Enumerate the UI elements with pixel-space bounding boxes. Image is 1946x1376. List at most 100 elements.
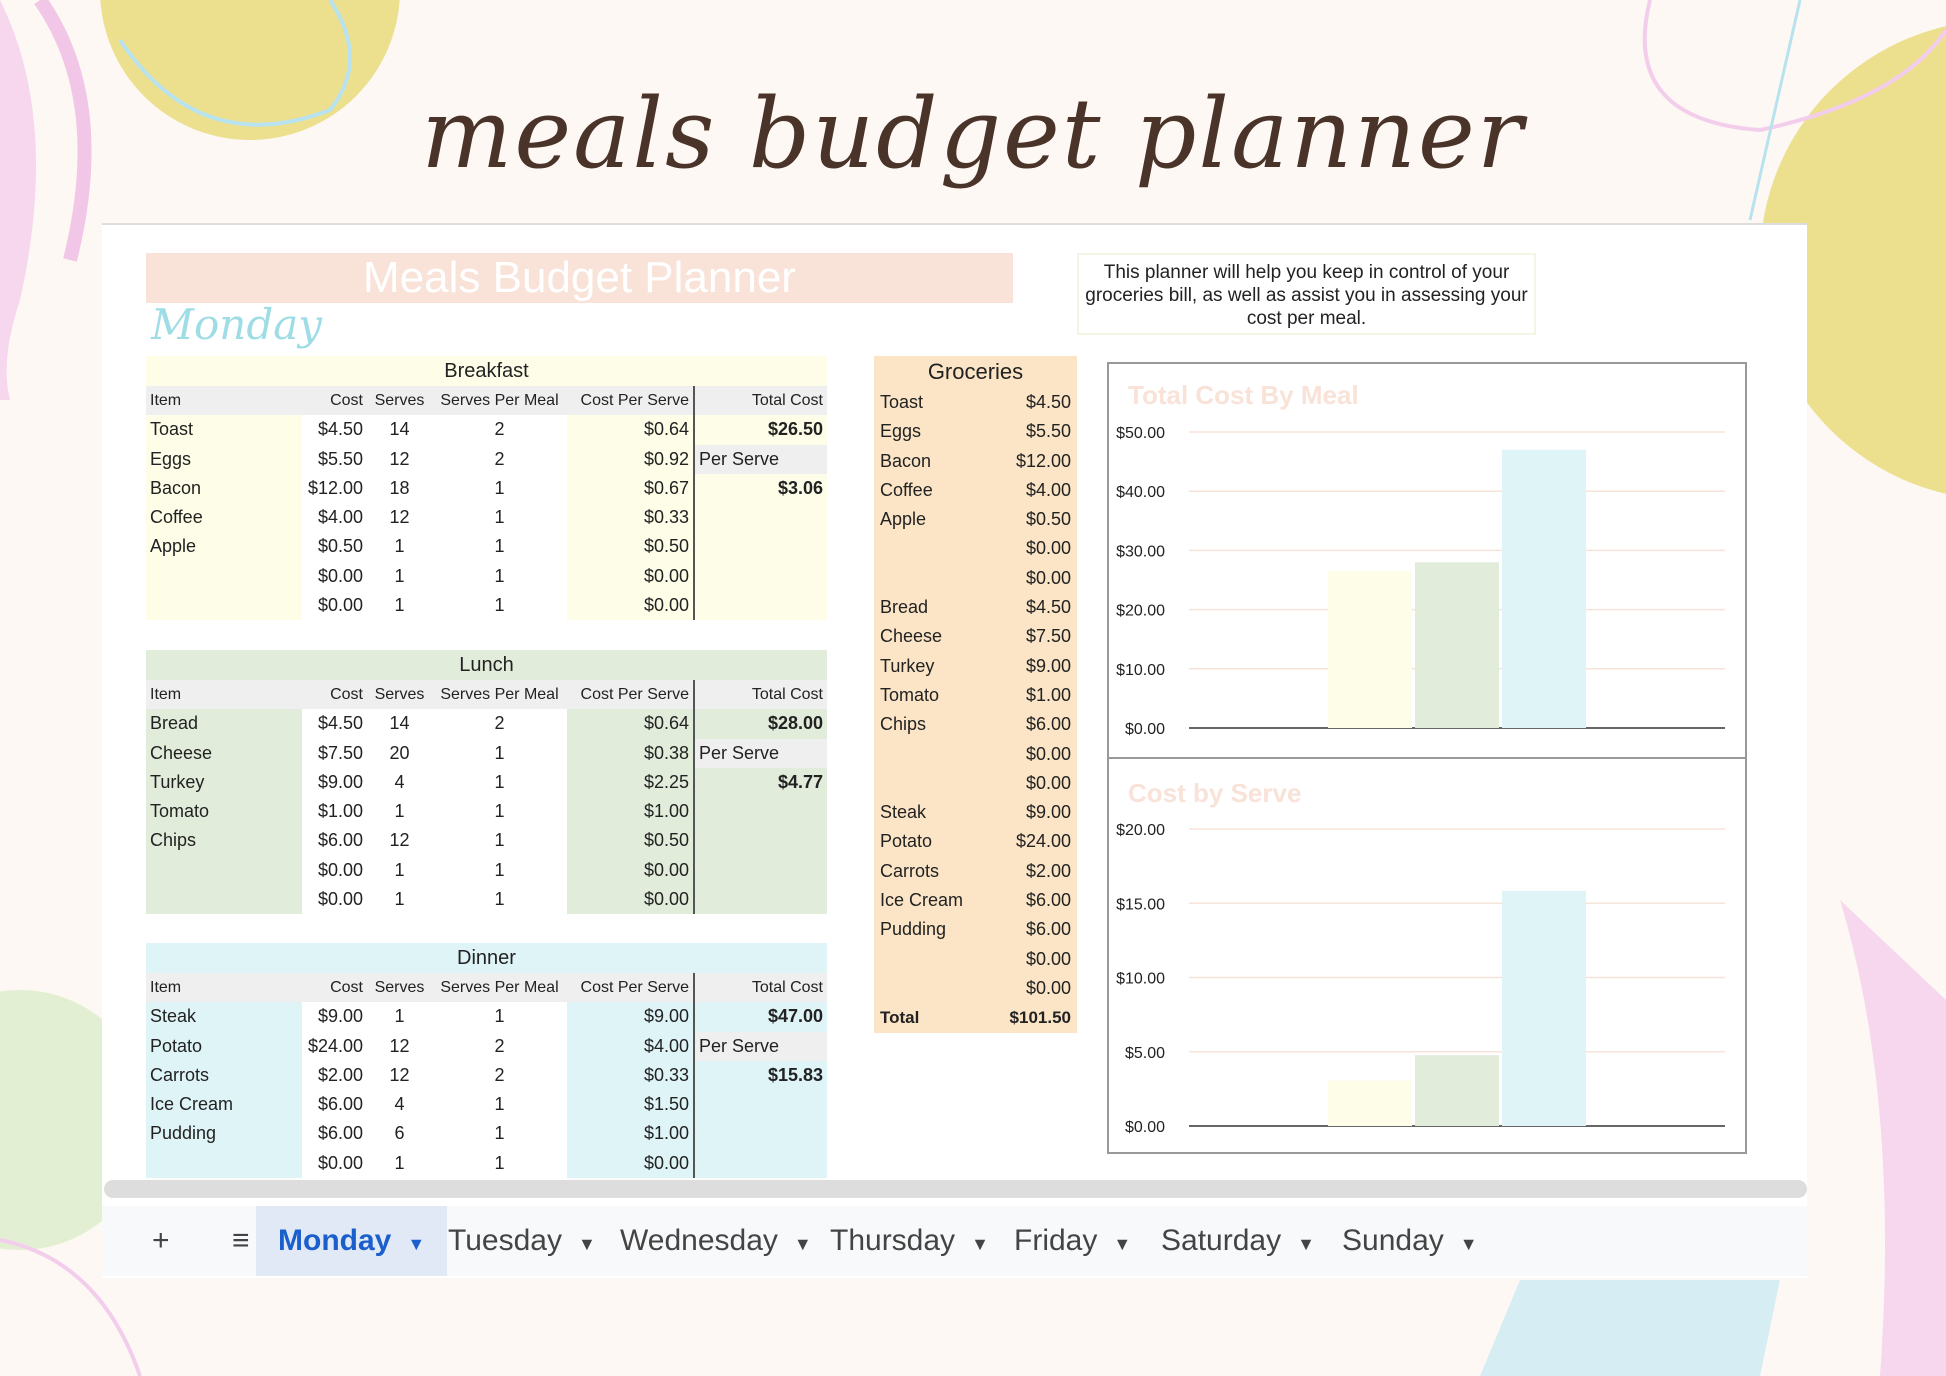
cell[interactable]: $1.00 — [567, 1119, 695, 1149]
total-cell[interactable] — [695, 503, 827, 533]
cell[interactable]: $0.50 — [317, 536, 363, 557]
cell[interactable]: $12.00 — [307, 477, 363, 498]
cell[interactable]: 1 — [394, 889, 405, 910]
grocery-item[interactable]: Ice Cream — [880, 890, 964, 911]
tab-tuesday[interactable]: Tuesday ▼ — [426, 1206, 618, 1276]
total-cell[interactable] — [695, 797, 827, 827]
grocery-cost[interactable]: $0.00 — [1025, 772, 1071, 793]
cell[interactable]: $5.50 — [317, 448, 363, 469]
dropdown-arrow-icon[interactable]: ▼ — [407, 1234, 426, 1254]
grocery-item[interactable]: Bacon — [880, 450, 932, 471]
dropdown-arrow-icon[interactable]: ▼ — [577, 1234, 596, 1254]
cell[interactable]: $0.00 — [567, 591, 695, 621]
cell[interactable]: Cheese — [146, 738, 302, 768]
cell[interactable]: Tomato — [146, 797, 302, 827]
cell[interactable]: $24.00 — [307, 1035, 363, 1056]
cell[interactable]: 1 — [394, 565, 405, 586]
total-cell[interactable] — [695, 561, 827, 592]
cell[interactable]: $0.00 — [317, 859, 363, 880]
cell[interactable]: $0.38 — [567, 738, 695, 768]
grocery-cost[interactable]: $7.50 — [1025, 626, 1071, 647]
cell[interactable]: 1 — [494, 507, 505, 528]
total-cell[interactable] — [695, 1119, 827, 1149]
cell[interactable]: $0.50 — [567, 532, 695, 562]
cell[interactable]: $0.00 — [567, 855, 695, 886]
tab-wednesday[interactable]: Wednesday ▼ — [598, 1206, 834, 1276]
cell[interactable]: $1.00 — [567, 797, 695, 827]
cell[interactable]: 1 — [394, 595, 405, 616]
grocery-cost[interactable]: $0.00 — [1025, 743, 1071, 764]
total-cell[interactable] — [695, 826, 827, 856]
cell[interactable]: 2 — [494, 713, 505, 734]
cell[interactable]: 2 — [494, 1035, 505, 1056]
cell[interactable]: 1 — [494, 801, 505, 822]
cell[interactable]: Apple — [146, 532, 302, 562]
cell[interactable]: 12 — [389, 1035, 410, 1056]
cell[interactable]: $0.00 — [317, 1152, 363, 1173]
cell[interactable]: Chips — [146, 826, 302, 856]
cell[interactable]: 12 — [389, 448, 410, 469]
cell[interactable]: Steak — [146, 1002, 302, 1032]
grocery-cost[interactable]: $6.00 — [1025, 890, 1071, 911]
grocery-item[interactable]: Eggs — [880, 421, 922, 442]
cell[interactable]: 6 — [394, 1123, 405, 1144]
grocery-item[interactable]: Steak — [880, 802, 927, 823]
dropdown-arrow-icon[interactable]: ▼ — [1113, 1234, 1132, 1254]
cell[interactable]: $6.00 — [317, 1094, 363, 1115]
cell[interactable]: Potato — [146, 1031, 302, 1061]
total-cost-value[interactable]: $26.50 — [695, 415, 827, 445]
total-cost-value[interactable]: $28.00 — [695, 709, 827, 739]
cell[interactable]: 12 — [389, 1064, 410, 1085]
cell[interactable] — [146, 1148, 302, 1179]
cell[interactable]: 1 — [494, 771, 505, 792]
grocery-item[interactable]: Chips — [880, 714, 927, 735]
grocery-cost[interactable]: $0.00 — [1025, 948, 1071, 969]
cell[interactable]: Pudding — [146, 1119, 302, 1149]
cell[interactable]: Bread — [146, 709, 302, 739]
add-sheet-button[interactable]: + — [152, 1224, 170, 1257]
cell[interactable]: 2 — [494, 448, 505, 469]
cell[interactable]: $2.00 — [317, 1064, 363, 1085]
total-cell[interactable] — [695, 1148, 827, 1179]
cell[interactable]: $0.00 — [567, 1148, 695, 1179]
cell[interactable]: $1.50 — [567, 1090, 695, 1120]
cell[interactable]: 1 — [494, 889, 505, 910]
grocery-item[interactable]: Toast — [880, 392, 924, 412]
cell[interactable]: 1 — [494, 859, 505, 880]
horizontal-scrollbar[interactable] — [104, 1180, 1807, 1198]
grocery-cost[interactable]: $2.00 — [1025, 860, 1071, 881]
grocery-cost[interactable]: $5.50 — [1025, 421, 1071, 442]
cell[interactable]: $0.00 — [317, 565, 363, 586]
cell[interactable]: $4.50 — [317, 713, 363, 734]
cell[interactable]: 1 — [494, 830, 505, 851]
total-cell[interactable] — [695, 855, 827, 886]
grocery-cost[interactable]: $0.50 — [1025, 509, 1071, 530]
grocery-item[interactable]: Tomato — [880, 684, 940, 705]
cell[interactable]: 1 — [394, 1006, 405, 1027]
grocery-cost[interactable]: $0.00 — [1025, 567, 1071, 588]
cell[interactable]: $0.33 — [567, 1060, 695, 1091]
cell[interactable]: $2.25 — [567, 767, 695, 798]
grocery-cost[interactable]: $1.00 — [1025, 684, 1071, 705]
tab-monday[interactable]: Monday ▼ — [256, 1206, 448, 1276]
cell[interactable]: $0.00 — [317, 889, 363, 910]
cell[interactable]: $0.92 — [567, 444, 695, 474]
cell[interactable]: 20 — [389, 742, 410, 763]
cell[interactable]: Toast — [146, 415, 302, 445]
grocery-cost[interactable]: $12.00 — [1015, 450, 1071, 471]
cell[interactable]: 4 — [394, 1094, 405, 1115]
grocery-item[interactable]: Pudding — [880, 919, 947, 940]
grocery-item[interactable]: Cheese — [880, 626, 943, 647]
cell[interactable]: $9.00 — [317, 1006, 363, 1027]
cell[interactable]: 1 — [494, 1006, 505, 1027]
cell[interactable]: 1 — [394, 1152, 405, 1173]
cell[interactable]: 14 — [389, 713, 410, 734]
cell[interactable]: $4.50 — [317, 419, 363, 440]
cell[interactable]: 12 — [389, 507, 410, 528]
all-sheets-menu-icon[interactable]: ≡ — [232, 1224, 250, 1257]
cell[interactable]: Coffee — [146, 503, 302, 533]
total-cell[interactable] — [695, 591, 827, 621]
grocery-cost[interactable]: $4.50 — [1025, 392, 1071, 412]
cell[interactable]: $0.33 — [567, 503, 695, 533]
tab-sunday[interactable]: Sunday ▼ — [1320, 1206, 1500, 1276]
